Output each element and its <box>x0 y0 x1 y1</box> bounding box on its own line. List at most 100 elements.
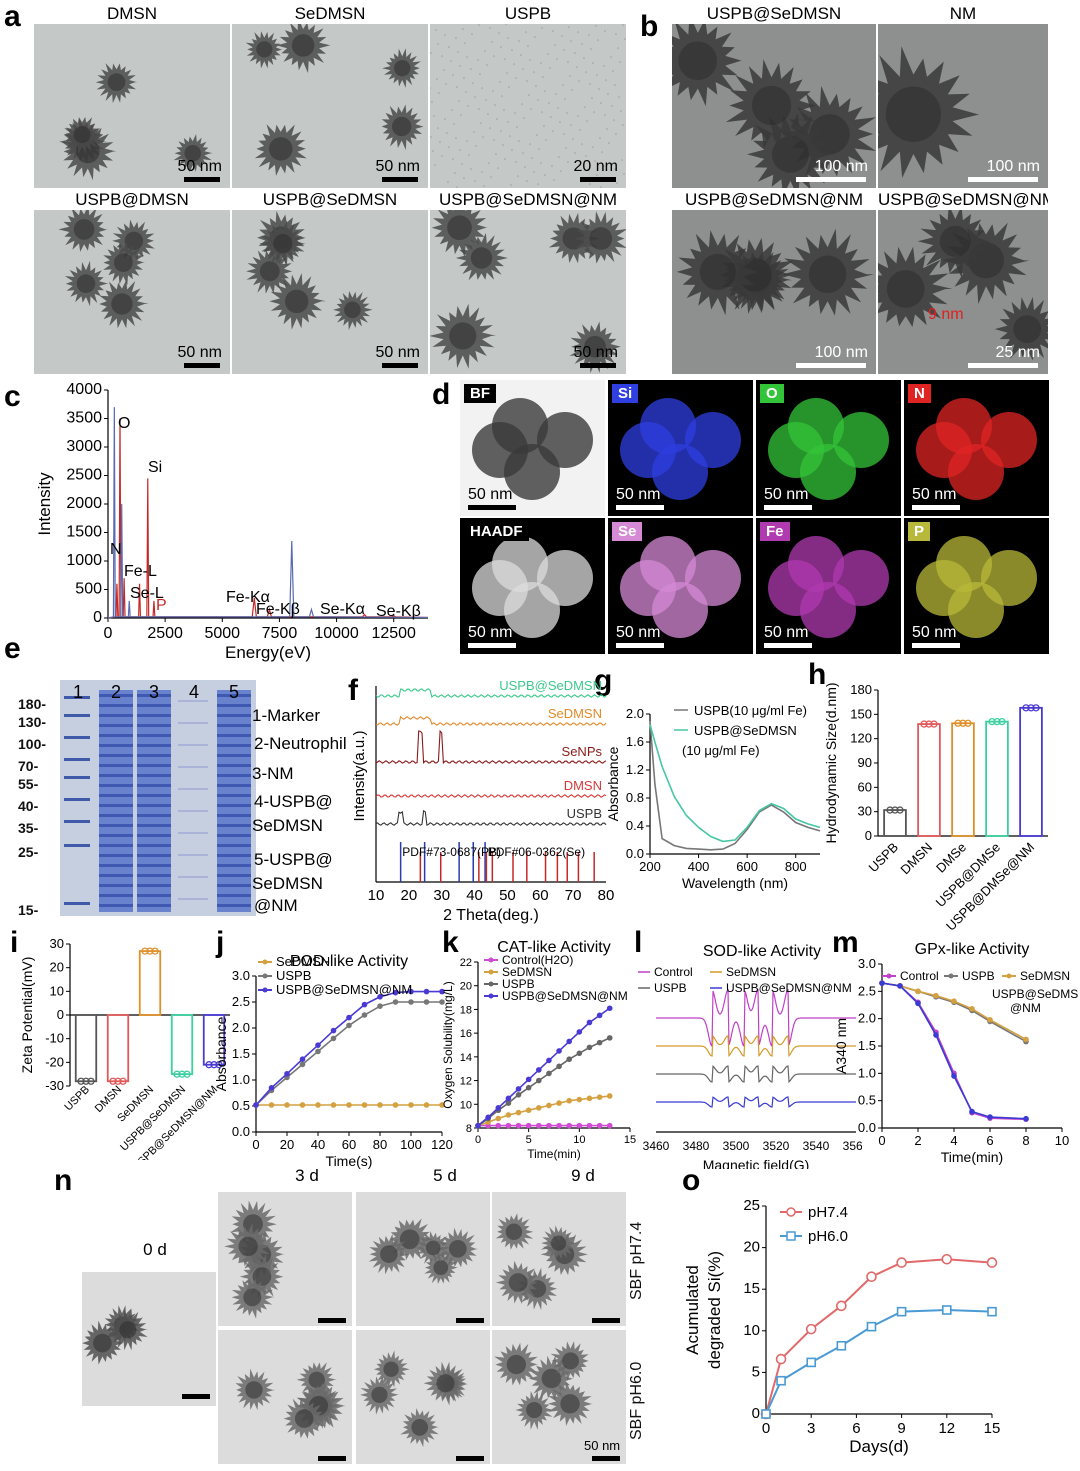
bar-replicate <box>151 947 159 955</box>
speckle <box>493 55 495 57</box>
speckle <box>574 52 576 54</box>
eds-blob <box>472 422 528 478</box>
data-point <box>836 1340 847 1351</box>
speckle <box>550 116 552 118</box>
speckle <box>444 118 446 120</box>
scale-bar-label: 50 nm <box>375 158 420 175</box>
speckle <box>490 176 492 178</box>
y-axis-label: Acumulated <box>683 1265 702 1355</box>
speckle <box>481 87 483 89</box>
x-tick-label: 40 <box>466 887 483 904</box>
band <box>99 884 133 887</box>
nanoparticle-core <box>294 1409 314 1428</box>
x-tick-label: 30 <box>433 887 450 904</box>
mw-marker: 25- <box>18 844 39 860</box>
speckle <box>529 143 531 145</box>
y-axis-label: Zeta Potential(mV) <box>19 957 35 1074</box>
speckle <box>603 65 605 67</box>
legend-label: USPB@SeDMSN <box>694 723 797 738</box>
speckle <box>615 133 617 135</box>
eds-blob <box>768 422 824 478</box>
speckle <box>453 123 455 125</box>
element-tag: N <box>908 384 931 403</box>
marker-band <box>64 820 90 823</box>
series-label: SeNPs <box>562 744 603 759</box>
speckle <box>612 70 614 72</box>
speckle <box>614 84 616 86</box>
speckle <box>481 171 483 173</box>
speckle <box>479 73 481 75</box>
speckle <box>503 109 505 111</box>
speckle <box>570 40 572 42</box>
scale-bar-label: 50 nm <box>764 624 809 641</box>
speckle <box>452 74 454 76</box>
scale-bar-label: 25 nm <box>995 344 1040 361</box>
panel-label-i: i <box>10 926 19 959</box>
data-point <box>546 1070 552 1077</box>
data-point <box>576 1029 583 1035</box>
y-tick-label: 12 <box>460 1076 472 1088</box>
y-tick-label: 18 <box>460 1004 472 1016</box>
y-tick-label: 20 <box>743 1239 760 1256</box>
band <box>217 874 251 877</box>
panel-label-h: h <box>808 658 827 691</box>
speckle <box>595 25 597 27</box>
legend-label: SeDMSN <box>1020 969 1070 983</box>
data-point <box>485 1114 491 1121</box>
x-tick-label: 80 <box>373 1137 387 1152</box>
eds-blob <box>472 560 528 616</box>
band <box>99 754 133 757</box>
data-point <box>495 1115 502 1122</box>
y-axis-label: Absorbance <box>605 746 621 821</box>
bar-replicate <box>141 947 149 955</box>
speckle <box>557 107 559 109</box>
nanoparticle-core <box>383 1361 399 1377</box>
gel-legend-item: 2-Neutrophil <box>254 734 347 753</box>
tem-particles <box>430 200 626 374</box>
data-point <box>315 1042 321 1048</box>
panel-label-g: g <box>594 664 613 697</box>
speckle <box>585 71 587 73</box>
speckle <box>466 56 468 58</box>
band <box>217 734 251 737</box>
panel-label-l: l <box>634 926 643 959</box>
speckle <box>467 105 469 107</box>
band <box>99 824 133 827</box>
speckle <box>507 37 509 39</box>
nanoparticle-core <box>245 1381 263 1399</box>
speckle <box>544 90 546 92</box>
speckle <box>549 67 551 69</box>
band <box>137 904 171 907</box>
nanoparticle-core <box>447 215 472 241</box>
band <box>99 744 133 747</box>
nanoparticle-core <box>886 270 925 308</box>
eds-map: O 50 nm <box>756 380 901 516</box>
data-point <box>606 1122 613 1129</box>
nanoparticle-core <box>291 34 315 57</box>
speckle <box>463 77 465 79</box>
speckle <box>554 44 556 46</box>
band <box>217 864 251 867</box>
band <box>137 754 171 757</box>
speckle <box>482 136 484 138</box>
data-point <box>346 1014 352 1021</box>
y-tick-label: 20 <box>460 981 472 993</box>
data-point <box>408 988 414 995</box>
scale-bar-label: 20 nm <box>573 158 618 175</box>
bar-replicate <box>930 720 938 728</box>
bar-replicate <box>146 947 154 955</box>
tem-image: USPB@DMSN 50 nm <box>34 190 230 374</box>
data-point <box>536 1077 542 1084</box>
speckle <box>569 75 571 77</box>
speckle <box>518 40 520 42</box>
bar-replicate <box>109 1077 117 1085</box>
lane-smear <box>217 690 251 912</box>
legend-label: SeDMSN <box>276 954 330 969</box>
speckle <box>605 79 607 81</box>
speckle <box>541 27 543 29</box>
lane-number: 4 <box>189 682 200 702</box>
scale-bar <box>182 1394 210 1399</box>
speckle <box>541 111 543 113</box>
band <box>137 774 171 777</box>
element-tag: Si <box>612 384 639 403</box>
